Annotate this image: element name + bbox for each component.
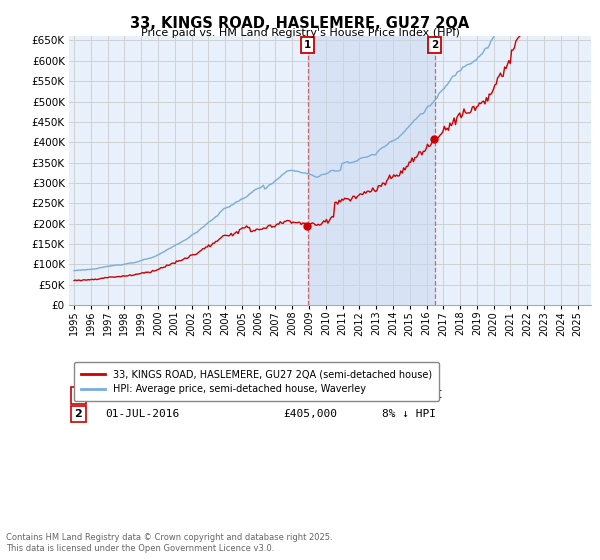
Text: 2: 2 (74, 409, 82, 419)
Text: Contains HM Land Registry data © Crown copyright and database right 2025.
This d: Contains HM Land Registry data © Crown c… (6, 533, 332, 553)
Text: 12% ↓ HPI: 12% ↓ HPI (382, 390, 443, 400)
Text: 8% ↓ HPI: 8% ↓ HPI (382, 409, 436, 419)
Legend: 33, KINGS ROAD, HASLEMERE, GU27 2QA (semi-detached house), HPI: Average price, s: 33, KINGS ROAD, HASLEMERE, GU27 2QA (sem… (74, 362, 439, 401)
Text: Price paid vs. HM Land Registry's House Price Index (HPI): Price paid vs. HM Land Registry's House … (140, 28, 460, 38)
Text: £242,000: £242,000 (283, 390, 337, 400)
Text: 12-DEC-2008: 12-DEC-2008 (106, 390, 180, 400)
Text: 33, KINGS ROAD, HASLEMERE, GU27 2QA: 33, KINGS ROAD, HASLEMERE, GU27 2QA (130, 16, 470, 31)
Text: £405,000: £405,000 (283, 409, 337, 419)
Text: 01-JUL-2016: 01-JUL-2016 (106, 409, 180, 419)
Text: 1: 1 (304, 40, 311, 50)
Text: 1: 1 (74, 390, 82, 400)
Bar (308, 36, 435, 305)
Text: 2: 2 (431, 40, 439, 50)
